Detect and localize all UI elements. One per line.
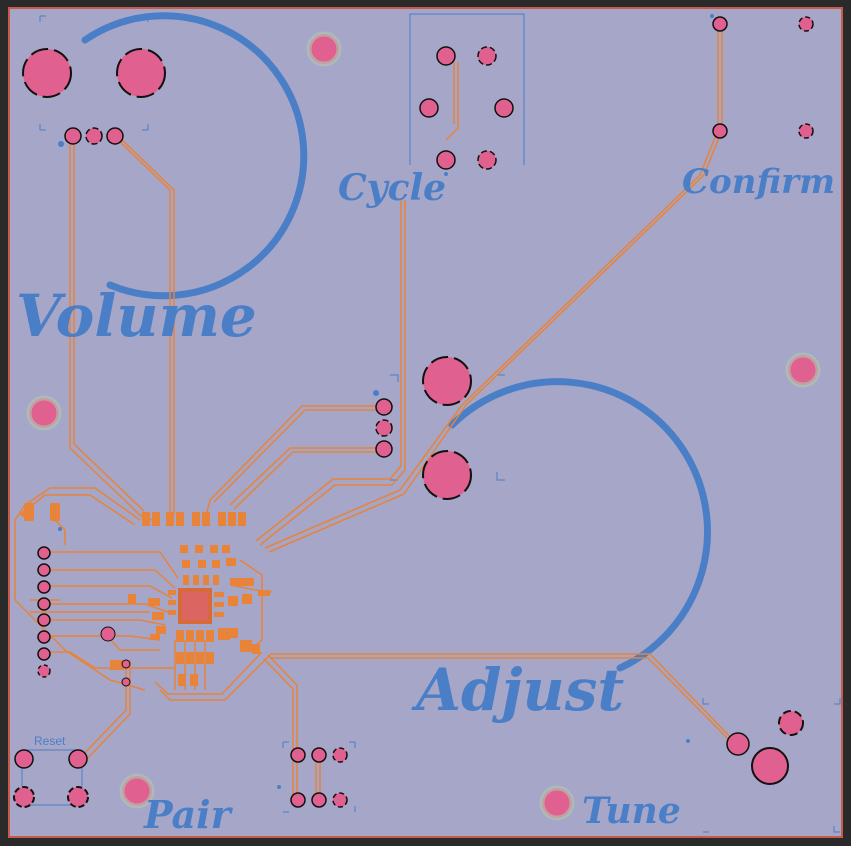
mounting-hole-top <box>306 31 342 67</box>
label-cycle: Cycle <box>338 167 446 209</box>
label-pair: Pair <box>143 792 234 837</box>
pads <box>13 16 821 821</box>
label-adjust: Adjust <box>411 656 624 724</box>
silkscreen-outlines <box>21 13 841 833</box>
mounting-hole-left <box>26 395 62 431</box>
mcu-chip <box>178 588 212 624</box>
mounting-hole-right <box>785 352 821 388</box>
silkscreen-arcs <box>81 12 711 672</box>
mcu-cluster <box>24 503 270 686</box>
volume-mount-pad-right <box>116 48 166 98</box>
adjust-knob-arc <box>448 378 711 672</box>
volume-knob-arc <box>81 12 308 300</box>
vias <box>58 14 714 789</box>
label-confirm: Confirm <box>682 162 835 202</box>
tune-button-pad <box>539 785 575 821</box>
copper-traces <box>14 24 739 800</box>
label-volume: Volume <box>16 282 257 350</box>
adjust-mount-pad-top <box>422 356 472 406</box>
silkscreen-labels: Volume Cycle Confirm Adjust Pair Tune Re… <box>16 162 835 837</box>
label-tune: Tune <box>582 790 681 832</box>
volume-mount-pad-left <box>22 48 72 98</box>
pair-button-pad <box>119 773 155 809</box>
label-reset: Reset <box>34 734 66 748</box>
adjust-mount-pad-bottom <box>422 450 472 500</box>
